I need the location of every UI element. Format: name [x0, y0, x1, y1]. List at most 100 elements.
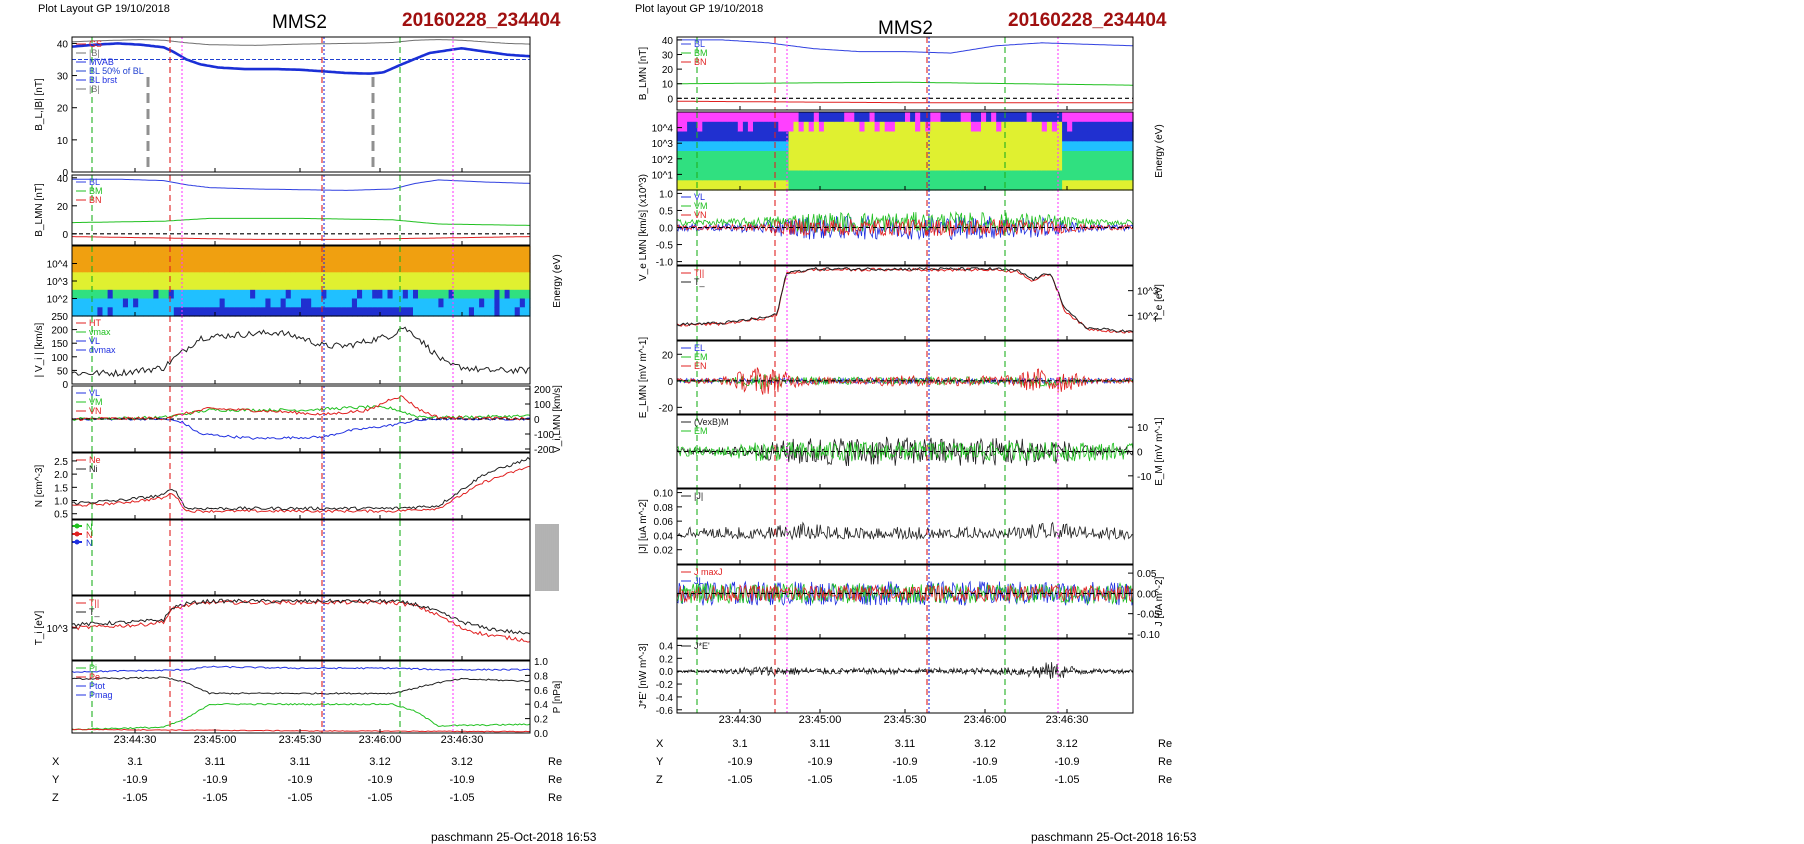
- coord-value: -10.9: [892, 756, 917, 768]
- spectrogram-cell: [148, 281, 154, 291]
- spectrogram-cell: [357, 281, 363, 291]
- spectrogram-cell: [402, 281, 409, 291]
- spectrogram-cell: [732, 131, 739, 142]
- spectrogram-cell: [889, 170, 896, 181]
- spectrogram-cell: [1016, 180, 1023, 191]
- spectrogram-cell: [341, 307, 348, 317]
- spectrogram-cell: [879, 160, 886, 172]
- spectrogram-cell: [1062, 141, 1068, 152]
- spectrogram-cell: [798, 141, 805, 152]
- spectrogram-cell: [270, 272, 277, 282]
- spectrogram-cell: [382, 246, 389, 256]
- spectrogram-cell: [1021, 121, 1028, 133]
- spectrogram-cell: [87, 272, 93, 282]
- spectrogram-cell: [935, 170, 942, 181]
- legend-marker: [74, 523, 80, 529]
- spectrogram-cell: [1026, 180, 1033, 191]
- spectrogram-cell: [940, 141, 947, 152]
- spectrogram-cell: [823, 160, 830, 172]
- y-tick-label: 100: [51, 353, 68, 364]
- spectrogram-cell: [367, 289, 373, 300]
- subplot-frame: [71, 660, 531, 734]
- spectrogram-cell: [234, 263, 241, 273]
- spectrogram-cell: [413, 281, 419, 291]
- spectrogram-cell: [219, 281, 226, 291]
- spectrogram-cell: [960, 131, 967, 142]
- spectrogram-cell: [1112, 180, 1119, 191]
- spectrogram-cell: [737, 170, 744, 181]
- legend-label: |B|: [89, 84, 100, 94]
- spectrogram-cell: [234, 298, 241, 308]
- spectrogram-cell: [1112, 160, 1119, 172]
- spectrogram-cell: [229, 281, 236, 291]
- spectrogram-cell: [194, 254, 200, 265]
- spectrogram-cell: [737, 131, 744, 142]
- legend-label: BL: [89, 177, 100, 187]
- y-tick-label: 10: [662, 80, 674, 91]
- spectrogram-cell: [813, 131, 820, 142]
- spectrogram-cell: [117, 289, 124, 300]
- legend-label: N: [86, 522, 93, 532]
- spectrogram-cell: [173, 263, 180, 273]
- y-tick-label: 0.04: [654, 531, 674, 542]
- event-id-left: 20160228_234404: [402, 10, 561, 31]
- spectrogram-cell: [219, 254, 226, 265]
- spectrogram-cell: [1046, 160, 1053, 172]
- spectrogram-cell: [260, 263, 266, 273]
- spectrogram-cell: [367, 281, 373, 291]
- y-tick-label: 0: [534, 415, 540, 426]
- spectrogram-cell: [839, 160, 845, 172]
- spectrogram-cell: [372, 272, 378, 282]
- spectrogram-cell: [783, 160, 790, 172]
- spectrogram-cell: [387, 307, 394, 317]
- spectrogram-cell: [229, 307, 236, 317]
- spectrogram-cell: [209, 272, 216, 282]
- spectrogram-cell: [727, 180, 734, 191]
- spectrogram-cell: [844, 112, 850, 123]
- spectrogram-cell: [514, 307, 521, 317]
- spectrogram-cell: [72, 281, 78, 291]
- spectrogram-cell: [687, 160, 693, 172]
- spectrogram-cell: [138, 289, 144, 300]
- spectrogram-cell: [351, 272, 358, 282]
- spectrogram-cell: [768, 112, 774, 123]
- spectrogram-cell: [991, 160, 997, 172]
- spectrogram-cell: [499, 246, 506, 256]
- spectrogram-cell: [1006, 180, 1012, 191]
- spectrogram-cell: [138, 246, 144, 256]
- spectrogram-cell: [894, 151, 901, 162]
- spectrogram-cell: [753, 141, 759, 152]
- spectrogram-cell: [148, 298, 154, 308]
- spectrogram-cell: [869, 121, 876, 133]
- spectrogram-cell: [727, 141, 734, 152]
- spectrogram-cell: [1031, 180, 1038, 191]
- spectrogram-cell: [930, 131, 936, 142]
- spectrogram-cell: [295, 298, 302, 308]
- spectrogram-cell: [970, 141, 977, 152]
- spectrogram-cell: [808, 170, 815, 181]
- spectrogram-cell: [184, 298, 190, 308]
- spectrogram-cell: [818, 121, 825, 133]
- spectrogram-cell: [367, 298, 373, 308]
- x-tick-label: 23:44:30: [114, 734, 157, 746]
- spectrogram-cell: [260, 289, 266, 300]
- spectrogram-cell: [194, 281, 200, 291]
- spectrogram-cell: [524, 272, 531, 282]
- spectrogram-cell: [950, 170, 957, 181]
- spectrogram-cell: [1057, 151, 1063, 162]
- series-line-t: [71, 598, 531, 635]
- spectrogram-cell: [504, 254, 511, 265]
- spectrogram-cell: [499, 307, 506, 317]
- spectrogram-cell: [798, 131, 805, 142]
- coord-row-label: Y: [656, 756, 664, 768]
- coord-unit: Re: [1158, 756, 1172, 768]
- spectrogram-cell: [1117, 170, 1124, 181]
- spectrogram-cell: [930, 180, 936, 191]
- spectrogram-cell: [829, 160, 835, 172]
- spectrogram-cell: [143, 298, 149, 308]
- spectrogram-cell: [387, 272, 394, 282]
- subplot-frame: [71, 519, 531, 596]
- spectrogram-cell: [803, 112, 810, 123]
- spectrogram-cell: [87, 263, 93, 273]
- y-tick-label: 40: [662, 36, 674, 47]
